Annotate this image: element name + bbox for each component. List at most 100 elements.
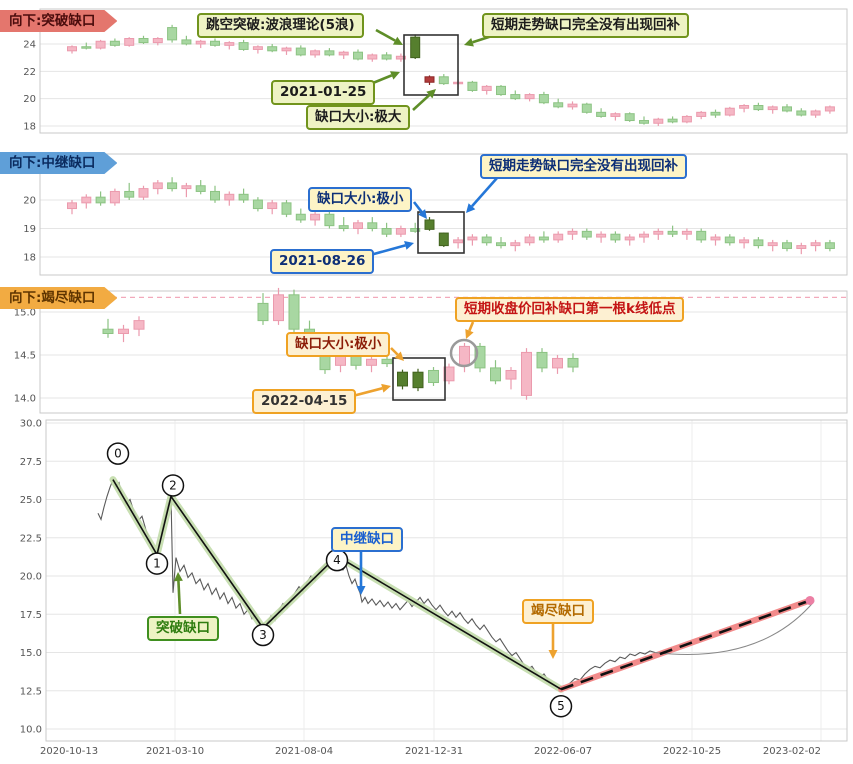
candle xyxy=(538,236,549,241)
projection-dashed-line xyxy=(560,599,811,691)
annotation-runaway-date: 2021-08-26 xyxy=(270,249,375,274)
annotation-breakaway-theory: 跳空突破:波浪理论(5浪) xyxy=(197,13,364,38)
candle xyxy=(267,46,278,52)
candle xyxy=(667,230,678,235)
candle xyxy=(288,294,300,330)
candle xyxy=(782,106,792,112)
candle xyxy=(724,236,735,244)
y-axis-label: 10.0 xyxy=(20,725,42,736)
candle xyxy=(102,328,114,335)
candle xyxy=(181,39,192,45)
y-axis-label: 18 xyxy=(23,122,36,133)
candle xyxy=(281,202,292,215)
candle xyxy=(667,118,678,123)
candle xyxy=(567,357,579,368)
candle xyxy=(210,190,220,201)
wave-glow-line xyxy=(109,476,565,693)
candle xyxy=(424,219,435,230)
candle xyxy=(696,230,707,241)
candle xyxy=(610,113,621,117)
panel-title-breakaway-gap: 向下:突破缺口 xyxy=(0,10,117,32)
candle xyxy=(410,36,421,59)
candle xyxy=(510,94,521,100)
candle xyxy=(782,242,792,249)
candle xyxy=(510,242,521,247)
candle xyxy=(581,103,592,113)
candle xyxy=(310,50,321,56)
wave-label: 4 xyxy=(333,553,341,567)
wave-label: 3 xyxy=(259,628,267,642)
y-axis-label: 14.5 xyxy=(14,351,36,362)
x-axis-label: 2021-03-10 xyxy=(146,746,204,757)
x-axis-label: 2020-10-13 xyxy=(40,746,98,757)
candle xyxy=(353,222,363,230)
annotation-runaway-gap-size: 缺口大小:极小 xyxy=(308,187,413,212)
projection-arc xyxy=(654,601,815,655)
candle xyxy=(118,328,129,335)
y-axis-label: 30.0 xyxy=(20,419,42,430)
candle xyxy=(710,111,721,116)
candle xyxy=(133,320,145,330)
gap-highlight-box xyxy=(417,211,465,254)
y-axis-label: 14.0 xyxy=(14,394,36,405)
candle xyxy=(467,236,478,241)
x-axis-label: 2022-06-07 xyxy=(534,746,592,757)
candle xyxy=(95,40,106,49)
candle xyxy=(167,182,178,190)
candle xyxy=(481,236,492,244)
candle xyxy=(810,242,821,247)
annotation-runaway-no-fill: 短期走势缺口完全没有出现回补 xyxy=(480,154,687,179)
annotation-exhaustion-fill-note: 短期收盘价回补缺口第一根k线低点 xyxy=(455,297,685,322)
candle xyxy=(467,81,478,91)
y-axis-label: 20 xyxy=(23,94,36,105)
candle xyxy=(324,50,335,56)
candle xyxy=(767,242,778,247)
gap-highlight-box xyxy=(392,357,446,401)
wave-label-circle xyxy=(106,442,130,465)
panel-title-exhaustion-gap: 向下:竭尽缺口 xyxy=(0,287,117,309)
y-axis-label: 12.5 xyxy=(20,686,42,697)
annotation-breakaway-date: 2021-01-25 xyxy=(271,80,376,105)
x-axis-label: 2021-08-04 xyxy=(275,746,333,757)
wave-label-circle xyxy=(549,694,573,718)
y-axis-label: 24 xyxy=(23,39,36,50)
candle xyxy=(124,190,135,198)
candle xyxy=(710,236,721,241)
candle xyxy=(443,366,455,382)
candle xyxy=(167,27,178,41)
candle xyxy=(353,51,363,60)
candle xyxy=(195,40,206,45)
candle xyxy=(195,185,206,192)
candle xyxy=(453,239,464,244)
y-axis-label: 20 xyxy=(23,196,36,207)
candle xyxy=(267,202,278,210)
candle xyxy=(95,196,106,204)
candle xyxy=(109,40,120,46)
candle xyxy=(596,111,607,117)
y-axis-label: 18 xyxy=(23,253,36,264)
wave-label-circle xyxy=(145,552,169,575)
candle xyxy=(366,358,377,366)
candle xyxy=(210,40,220,46)
candle xyxy=(367,54,378,60)
annotation-breakaway-no-fill: 短期走势缺口完全没有出现回补 xyxy=(482,13,689,38)
candle xyxy=(238,193,249,201)
candle xyxy=(724,107,735,116)
candle xyxy=(521,351,532,396)
y-axis-label: 27.5 xyxy=(20,457,42,468)
wave-label: 1 xyxy=(153,557,161,571)
candle xyxy=(395,228,406,235)
candle xyxy=(224,42,235,46)
candle xyxy=(581,230,592,238)
y-axis-label: 20.0 xyxy=(20,572,42,583)
y-axis-label: 22 xyxy=(23,67,36,78)
candle xyxy=(424,76,435,83)
x-axis-label: 2021-12-31 xyxy=(405,746,463,757)
candle xyxy=(152,182,163,190)
x-axis-label: 2023-02-02 xyxy=(763,746,821,757)
candle xyxy=(252,199,263,210)
candle xyxy=(610,233,621,241)
candle xyxy=(538,94,549,104)
candle xyxy=(653,230,664,235)
candle xyxy=(224,193,235,201)
